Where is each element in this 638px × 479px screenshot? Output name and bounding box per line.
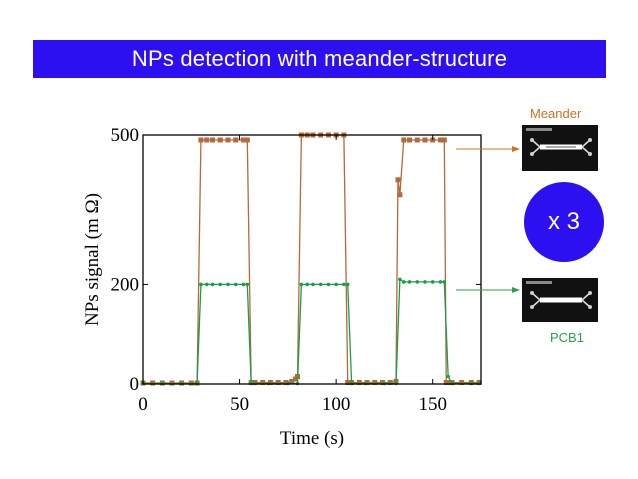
data-point	[305, 282, 309, 287]
pcb-label: PCB1	[550, 330, 584, 345]
y-tick-label: 0	[130, 374, 140, 395]
multiplier-label: x 3	[547, 208, 580, 235]
data-point	[299, 282, 304, 287]
x-tick-label: 100	[322, 394, 351, 415]
data-point	[244, 137, 250, 143]
data-point	[395, 177, 401, 183]
data-point	[414, 137, 420, 143]
data-point	[356, 380, 362, 386]
data-point	[210, 137, 216, 143]
slide-title: NPs detection with meander-structure	[131, 46, 508, 71]
data-point	[442, 280, 447, 284]
data-point	[198, 137, 204, 143]
x-tick-label: 150	[418, 394, 447, 415]
data-point	[204, 137, 210, 143]
data-point	[423, 280, 427, 284]
x-tick-label: 0	[138, 394, 148, 415]
data-point	[401, 280, 406, 284]
multiplier-circle: x 3	[524, 182, 604, 262]
data-point	[217, 137, 223, 143]
data-point	[437, 137, 443, 143]
data-point	[226, 282, 230, 287]
data-point	[199, 282, 203, 287]
pcb-structure-graphic	[530, 291, 592, 309]
pcb-image	[522, 278, 598, 322]
pcb-image-header	[526, 281, 552, 284]
data-point	[204, 282, 209, 287]
data-point	[275, 380, 281, 386]
data-point	[345, 282, 350, 287]
plot-frame	[142, 134, 482, 385]
data-point	[345, 380, 351, 386]
data-point	[326, 282, 331, 287]
data-point	[241, 282, 246, 287]
series-line	[143, 278, 480, 385]
slide-title-bar: NPs detection with meander-structure	[33, 40, 606, 78]
data-point	[318, 282, 323, 287]
data-point	[372, 380, 378, 386]
data-point	[240, 137, 246, 143]
meander-image	[522, 125, 598, 171]
data-point	[407, 280, 412, 284]
data-point	[415, 280, 420, 284]
data-point	[401, 137, 407, 143]
data-point	[260, 380, 266, 386]
series-meander	[140, 132, 482, 386]
data-point	[459, 380, 465, 386]
data-point	[311, 282, 315, 287]
data-point	[233, 137, 239, 143]
series-layer	[140, 132, 482, 386]
data-point	[245, 282, 250, 287]
data-point	[438, 280, 443, 284]
data-point	[430, 280, 435, 284]
tick-layer: 0 50 100 150 0 200 500	[111, 125, 481, 415]
meander-connector-arrow	[512, 146, 520, 152]
data-point	[387, 380, 393, 386]
x-axis-label: Time (s)	[280, 428, 344, 449]
data-point	[398, 277, 402, 282]
meander-structure-graphic	[530, 138, 592, 156]
data-point	[283, 380, 289, 386]
data-point	[379, 380, 385, 386]
series-line	[143, 134, 480, 384]
data-point	[289, 379, 295, 385]
data-point	[407, 137, 413, 143]
data-point	[210, 282, 215, 287]
data-point	[334, 282, 338, 287]
data-point	[267, 380, 273, 386]
meander-label: Meander	[530, 106, 582, 121]
data-point	[342, 282, 346, 287]
data-point	[233, 282, 238, 287]
data-point	[364, 380, 370, 386]
meander-image-header	[526, 128, 552, 131]
y-axis-label: NPs signal (m Ω)	[82, 193, 103, 326]
pcb-connector-arrow	[512, 287, 520, 293]
data-point	[446, 374, 450, 379]
series-pcb1	[141, 277, 481, 386]
connector-layer	[456, 146, 520, 293]
y-tick-label: 500	[111, 125, 140, 146]
data-point	[218, 282, 223, 287]
data-point	[445, 380, 451, 386]
data-point	[422, 137, 428, 143]
data-point	[397, 192, 403, 198]
data-point	[225, 137, 231, 143]
y-tick-label: 200	[111, 274, 140, 295]
data-point	[441, 137, 447, 143]
x-tick-label: 50	[230, 394, 249, 415]
